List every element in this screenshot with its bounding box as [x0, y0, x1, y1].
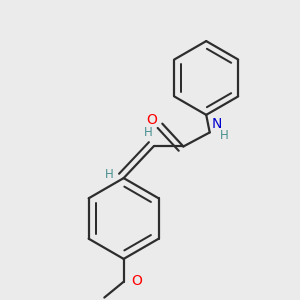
- Text: O: O: [146, 113, 157, 127]
- Text: O: O: [131, 274, 142, 288]
- Text: N: N: [212, 117, 222, 131]
- Text: H: H: [144, 126, 153, 139]
- Text: H: H: [105, 167, 113, 181]
- Text: H: H: [220, 129, 229, 142]
